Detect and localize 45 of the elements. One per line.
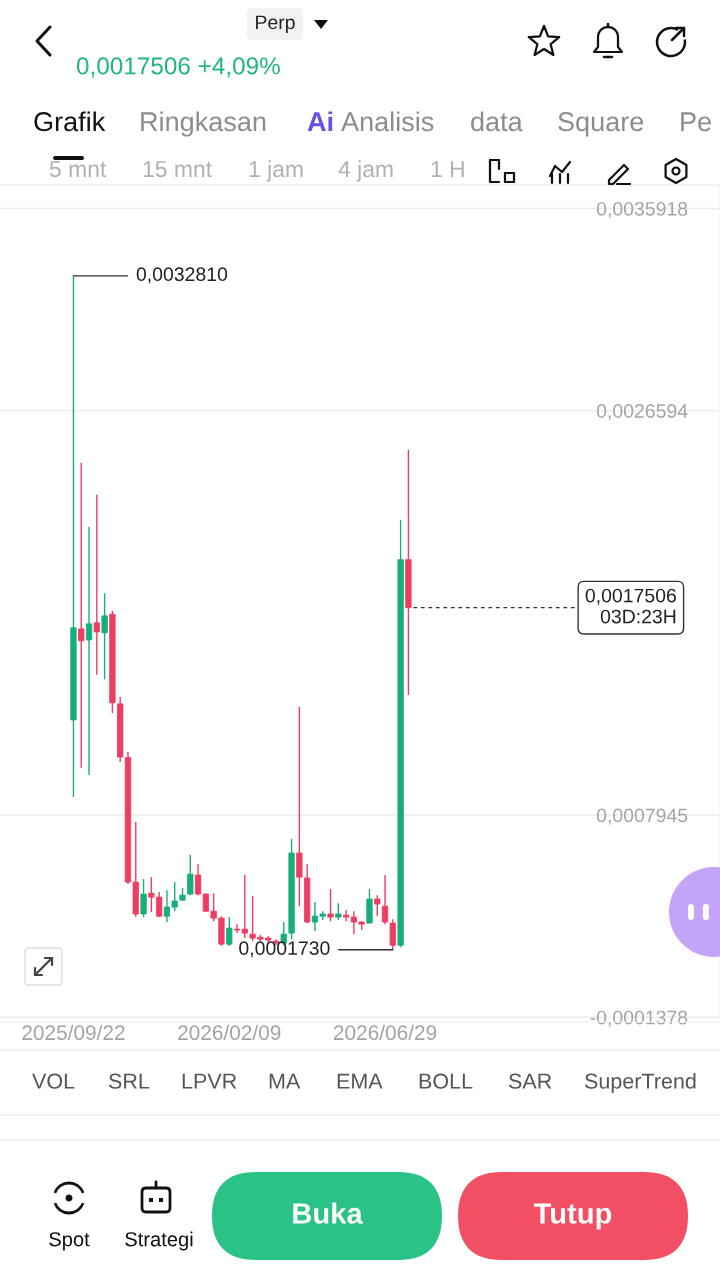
text: LPVR xyxy=(182,1073,237,1089)
text: Tutup xyxy=(533,1203,612,1230)
text: 5 mnt xyxy=(49,161,107,178)
y-tick-label: -0,0001378 xyxy=(590,1010,688,1027)
text: Spot xyxy=(49,1232,90,1251)
y-tick-label: 0,0035918 xyxy=(596,201,688,218)
text: MA xyxy=(269,1073,301,1089)
text: 4 jam xyxy=(338,160,393,182)
ref-line-label: 0,0017506 03D:23H xyxy=(585,588,676,624)
text: EMA xyxy=(337,1073,383,1089)
x-tick-label: 2026/06/29 xyxy=(333,1024,437,1041)
text: VOL xyxy=(32,1073,75,1089)
y-tick-label: 0,0007945 xyxy=(596,808,688,825)
text: Perp xyxy=(256,15,295,34)
text: 1 jam xyxy=(249,160,303,182)
candlestick xyxy=(327,888,334,922)
candlestick xyxy=(85,526,93,776)
text: SRL xyxy=(108,1073,150,1089)
text: Strategi xyxy=(125,1231,193,1251)
text: Buka xyxy=(293,1202,363,1224)
candlestick xyxy=(78,462,85,769)
text: SAR xyxy=(508,1073,552,1089)
text: Grafik xyxy=(34,111,106,132)
text: Analisis xyxy=(341,111,434,132)
candlestick xyxy=(226,916,233,947)
text: Ai xyxy=(307,111,333,131)
candlestick xyxy=(101,592,108,681)
text: Ringkasan xyxy=(141,111,266,137)
candlestick xyxy=(140,878,147,918)
text: 15 mnt xyxy=(143,161,212,178)
x-tick-label: 2025/09/22 xyxy=(22,1024,125,1041)
text: SuperTrend xyxy=(584,1072,696,1094)
candlestick xyxy=(93,493,100,676)
candlestick xyxy=(374,894,381,917)
text: Pe xyxy=(681,112,711,132)
text: Square xyxy=(558,112,644,137)
y-tick-label: 0,0026594 xyxy=(596,404,688,421)
text: BOLL xyxy=(419,1073,473,1089)
annotation: 0,0001730 xyxy=(239,941,330,958)
x-tick-label: 2026/02/09 xyxy=(178,1024,281,1041)
text: data xyxy=(471,111,523,132)
annotation: 0,0032810 xyxy=(136,267,228,284)
text: 1 H xyxy=(431,161,464,177)
chart-subtitle: 0,0017506 +4,09% xyxy=(76,57,280,78)
candlestick xyxy=(342,909,350,922)
